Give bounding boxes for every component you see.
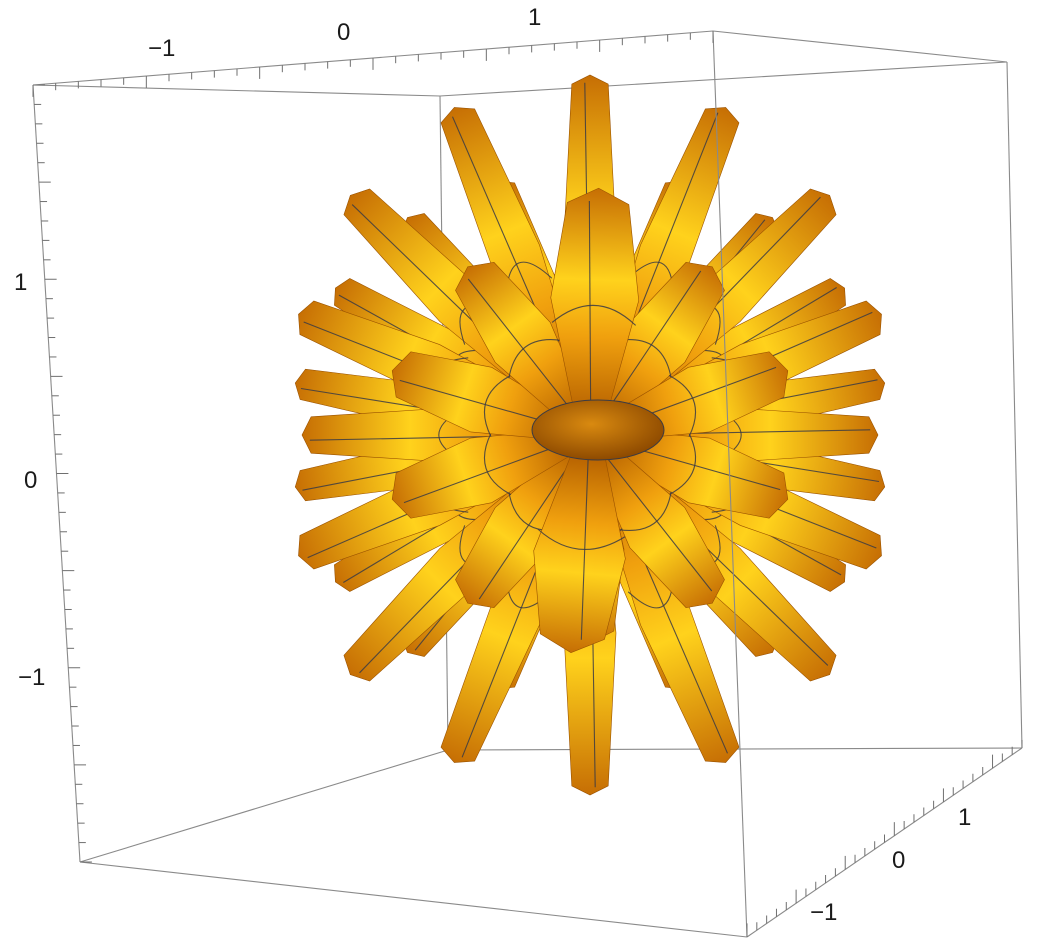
axis-ticks — [32, 31, 1023, 937]
y-tick-label-0: 0 — [892, 847, 905, 874]
z-tick-label-1: 1 — [14, 269, 27, 296]
petal-center-up — [550, 187, 640, 418]
starburst-surface — [294, 74, 886, 796]
petal-front — [455, 262, 590, 428]
x-tick-label-0: 0 — [337, 19, 350, 46]
axis-labels: −1 0 1 1 0 −1 1 0 −1 — [14, 4, 971, 926]
petal-front — [391, 428, 577, 519]
surface-core — [531, 399, 665, 461]
y-tick-label-1: 1 — [958, 804, 971, 831]
petal-center-down — [533, 451, 626, 654]
y-tick-label-neg1: −1 — [810, 899, 837, 926]
x-tick-label-neg1: −1 — [148, 35, 175, 62]
z-tick-label-0: 0 — [24, 467, 37, 494]
z-tick-label-neg1: −1 — [18, 664, 45, 691]
x-tick-label-1: 1 — [528, 4, 541, 31]
